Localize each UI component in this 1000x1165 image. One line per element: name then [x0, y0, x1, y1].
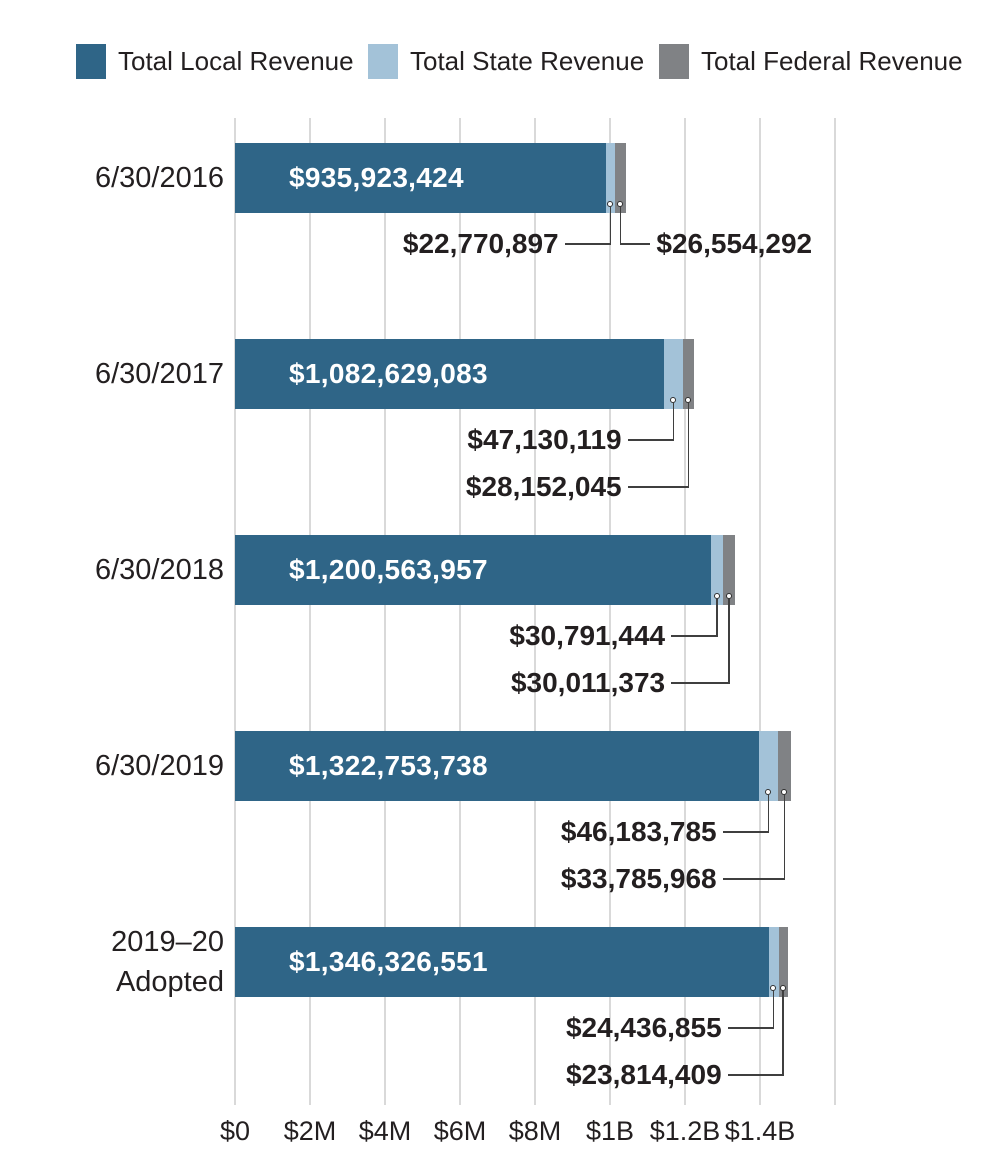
bar-segment-state: [711, 535, 724, 605]
gridline: [459, 118, 461, 1105]
callout-line: [627, 486, 689, 488]
legend-label-local: Total Local Revenue: [118, 46, 354, 76]
callout-line: [727, 1027, 774, 1029]
federal-callout-label: $26,554,292: [656, 228, 813, 259]
state-callout-label: $30,791,444: [509, 620, 666, 651]
callout-line: [672, 403, 675, 441]
bar-segment-state: [606, 143, 616, 213]
callout-marker: [765, 788, 772, 795]
federal-callout-label: $28,152,045: [465, 471, 622, 502]
federal-callout-label: $23,814,409: [565, 1059, 722, 1090]
state-callout-label: $47,130,119: [467, 424, 622, 455]
legend-swatch-federal: [659, 44, 689, 79]
callout-marker: [779, 984, 786, 991]
chart-legend: Total Local Revenue Total State Revenue …: [0, 44, 1000, 80]
callout-line: [772, 991, 775, 1029]
callout-marker: [607, 200, 614, 207]
federal-callout-label: $33,785,968: [560, 863, 717, 894]
legend-item-federal: Total Federal Revenue: [659, 44, 963, 79]
axis-tick-label: $4M: [358, 1116, 412, 1146]
callout-line: [620, 243, 651, 245]
legend-item-local: Total Local Revenue: [76, 44, 354, 79]
gridline: [759, 118, 761, 1105]
category-label-line: 2019–20: [111, 926, 224, 958]
bar-value-label: $1,322,753,738: [289, 750, 488, 781]
bar-segment-state: [664, 339, 683, 409]
bar-segment-local: [235, 535, 712, 605]
category-label-line: Adopted: [115, 966, 224, 998]
callout-line: [627, 439, 674, 441]
category-label: 6/30/2018: [0, 553, 224, 587]
axis-tick-label: $1B: [585, 1116, 635, 1146]
callout-line: [728, 599, 730, 684]
callout-marker: [616, 200, 623, 207]
axis-tick-label: $2M: [283, 1116, 337, 1146]
bar-segment-federal: [777, 731, 792, 801]
callout-marker: [725, 592, 732, 599]
callout-marker: [770, 984, 777, 991]
legend-swatch-state: [368, 44, 398, 79]
callout-line: [716, 599, 718, 637]
axis-tick-label: $1.2B: [649, 1116, 721, 1146]
callout-line: [727, 1074, 784, 1076]
callout-marker: [713, 592, 720, 599]
callout-marker: [670, 396, 677, 403]
state-callout-label: $46,183,785: [560, 816, 717, 847]
bar-segment-local: [235, 731, 760, 801]
callout-line: [619, 207, 622, 245]
bar-segment-local: [235, 339, 665, 409]
bar-segment-federal: [778, 927, 788, 997]
axis-tick-label: $6M: [433, 1116, 487, 1146]
callout-line: [722, 831, 769, 833]
gridline: [234, 118, 236, 1105]
callout-line: [767, 795, 770, 833]
bar-segment-federal: [723, 535, 736, 605]
callout-line: [671, 635, 718, 637]
gridline: [609, 118, 611, 1105]
bar-segment-local: [235, 143, 607, 213]
gridline: [309, 118, 311, 1105]
gridline: [384, 118, 386, 1105]
callout-marker: [685, 396, 692, 403]
legend-label-state: Total State Revenue: [410, 46, 645, 76]
legend-swatch-local: [76, 44, 106, 79]
federal-callout-label: $30,011,373: [510, 667, 666, 698]
category-label: 6/30/2016: [0, 161, 224, 195]
gridline: [834, 118, 836, 1105]
category-label-line: 6/30/2019: [94, 750, 224, 782]
legend-label-federal: Total Federal Revenue: [701, 46, 963, 76]
axis-tick-label: $8M: [508, 1116, 562, 1146]
callout-line: [782, 991, 784, 1076]
category-label: 6/30/2019: [0, 749, 224, 783]
callout-line: [671, 682, 730, 684]
callout-line: [687, 403, 690, 488]
axis-tick-label: $0: [219, 1116, 251, 1146]
gridline: [684, 118, 686, 1105]
category-label: 2019–20 Adopted: [0, 922, 224, 1002]
bar-segment-federal: [682, 339, 695, 409]
legend-item-state: Total State Revenue: [368, 44, 644, 79]
bar-value-label: $1,346,326,551: [289, 946, 488, 977]
state-callout-label: $22,770,897: [402, 228, 559, 259]
category-label-line: 6/30/2018: [94, 554, 224, 586]
callout-line: [564, 243, 611, 245]
axis-tick-label: $1.4B: [724, 1116, 796, 1146]
callout-marker: [780, 788, 787, 795]
category-label-line: 6/30/2017: [94, 358, 224, 390]
bar-segment-local: [235, 927, 769, 997]
bar-value-label: $1,082,629,083: [289, 358, 488, 389]
bar-value-label: $1,200,563,957: [289, 554, 488, 585]
callout-line: [783, 795, 786, 880]
category-label: 6/30/2017: [0, 357, 224, 391]
callout-line: [609, 207, 612, 245]
callout-line: [722, 878, 785, 880]
gridline: [534, 118, 536, 1105]
bar-segment-state: [759, 731, 778, 801]
state-callout-label: $24,436,855: [565, 1012, 722, 1043]
bar-segment-state: [768, 927, 779, 997]
category-label-line: 6/30/2016: [94, 162, 224, 194]
bar-value-label: $935,923,424: [289, 162, 464, 193]
bar-segment-federal: [615, 143, 626, 213]
